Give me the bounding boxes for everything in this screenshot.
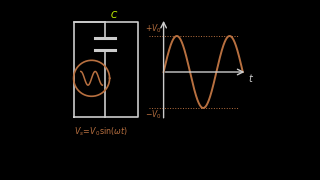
Text: $V_s\!=\!V_0\mathrm{sin}(\omega t)$: $V_s\!=\!V_0\mathrm{sin}(\omega t)$ (74, 126, 128, 138)
Text: $-V_0$: $-V_0$ (145, 109, 162, 121)
Text: t: t (248, 74, 252, 84)
Text: C: C (110, 11, 117, 20)
Text: $+V_0$: $+V_0$ (145, 23, 162, 35)
